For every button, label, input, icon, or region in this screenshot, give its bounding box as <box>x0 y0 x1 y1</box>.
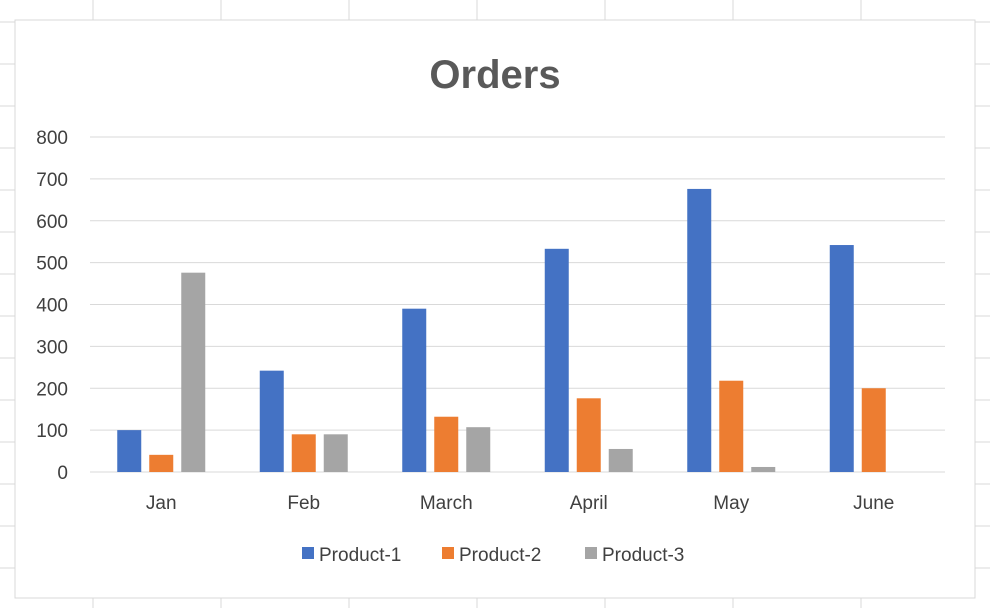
bar-product-2-june[interactable] <box>861 388 886 472</box>
bar-product-2-april[interactable] <box>576 398 601 472</box>
bar-product-1-feb[interactable] <box>259 370 284 472</box>
bar-product-2-feb[interactable] <box>291 434 316 472</box>
bar-product-3-feb[interactable] <box>323 434 348 472</box>
x-tick-label: Jan <box>146 493 177 514</box>
bar-product-3-jan[interactable] <box>181 272 206 472</box>
bar-product-1-jan[interactable] <box>117 430 142 472</box>
bar-product-1-march[interactable] <box>402 308 427 472</box>
y-tick-label: 100 <box>36 421 68 442</box>
bar-product-3-may[interactable] <box>751 466 776 472</box>
y-tick-label: 700 <box>36 170 68 191</box>
bar-product-1-june[interactable] <box>829 245 854 472</box>
chart-area[interactable] <box>14 19 976 599</box>
legend-swatch <box>442 547 454 559</box>
bar-product-1-april[interactable] <box>544 248 569 472</box>
x-tick-label: May <box>713 493 749 514</box>
bar-product-3-march[interactable] <box>466 427 491 472</box>
y-tick-label: 500 <box>36 254 68 275</box>
bar-product-1-may[interactable] <box>687 188 712 473</box>
bar-product-2-may[interactable] <box>719 380 744 472</box>
x-tick-label: June <box>853 493 894 514</box>
legend-entry-label[interactable]: Product-2 <box>459 545 541 566</box>
y-axis-tick-labels: 0 100 200 300 400 500 600 700 800 <box>36 128 68 484</box>
legend-entry-label[interactable]: Product-3 <box>602 545 684 566</box>
y-tick-label: 400 <box>36 296 68 317</box>
bar-series[interactable] <box>117 188 886 473</box>
x-tick-label: March <box>420 493 473 514</box>
y-tick-label: 0 <box>57 463 68 484</box>
chart-title[interactable]: Orders <box>429 53 560 97</box>
y-tick-label: 300 <box>36 337 68 358</box>
x-axis-category-labels: Jan Feb March April May June <box>146 493 894 514</box>
y-tick-label: 800 <box>36 128 68 149</box>
y-tick-label: 200 <box>36 379 68 400</box>
bar-product-2-jan[interactable] <box>149 454 174 472</box>
x-tick-label: Feb <box>287 493 320 514</box>
bar-product-3-april[interactable] <box>608 448 633 472</box>
legend-swatch <box>302 547 314 559</box>
y-tick-label: 600 <box>36 212 68 233</box>
chart-legend[interactable]: Product-1 Product-2 Product-3 <box>302 545 684 566</box>
legend-swatch <box>585 547 597 559</box>
legend-entry-label[interactable]: Product-1 <box>319 545 401 566</box>
value-gridlines <box>90 136 945 473</box>
bar-product-2-march[interactable] <box>434 416 459 472</box>
x-tick-label: April <box>570 493 608 514</box>
